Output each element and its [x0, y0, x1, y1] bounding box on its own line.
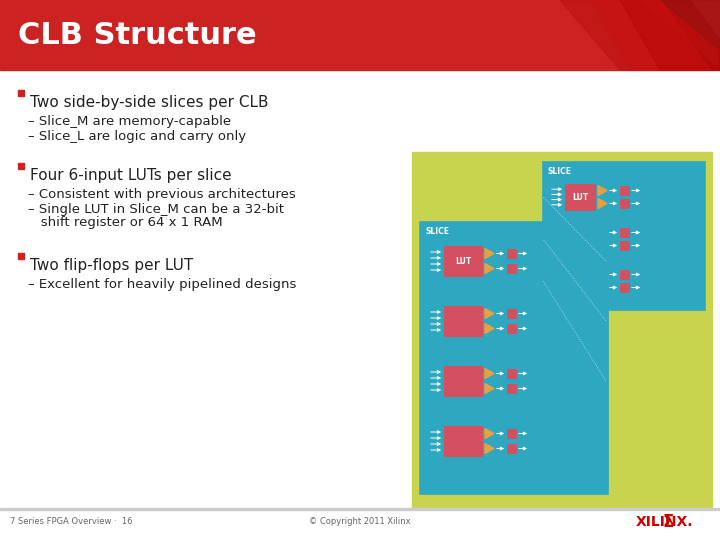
Text: CLB Structure: CLB Structure	[18, 21, 256, 50]
Text: – Single LUT in Slice_M can be a 32-bit: – Single LUT in Slice_M can be a 32-bit	[28, 203, 284, 216]
Polygon shape	[598, 269, 607, 280]
Text: – Slice_L are logic and carry only: – Slice_L are logic and carry only	[28, 130, 246, 143]
Bar	[620, 270, 629, 279]
Bar	[444, 366, 482, 396]
Text: © Copyright 2011 Xilinx: © Copyright 2011 Xilinx	[309, 517, 411, 526]
Bar	[412, 152, 712, 507]
Polygon shape	[620, 0, 720, 70]
Text: CLB: CLB	[662, 480, 704, 499]
Polygon shape	[560, 0, 720, 70]
Polygon shape	[590, 0, 710, 70]
Bar	[18, 90, 24, 96]
Bar	[444, 426, 482, 456]
Polygon shape	[598, 227, 607, 238]
Bar	[444, 246, 482, 276]
Text: XILINX.: XILINX.	[636, 515, 693, 529]
Polygon shape	[485, 383, 494, 394]
Text: LUT: LUT	[455, 256, 471, 266]
Polygon shape	[485, 308, 494, 319]
Bar	[565, 268, 595, 294]
Bar	[507, 384, 516, 393]
Bar	[420, 222, 608, 494]
Bar	[620, 186, 629, 195]
Polygon shape	[485, 443, 494, 454]
Text: – Consistent with previous architectures: – Consistent with previous architectures	[28, 188, 296, 201]
Bar	[507, 429, 516, 438]
Bar	[0, 0, 720, 70]
Bar	[507, 444, 516, 453]
Text: – Slice_M are memory-capable: – Slice_M are memory-capable	[28, 115, 231, 128]
Polygon shape	[485, 323, 494, 334]
Polygon shape	[485, 248, 494, 259]
Polygon shape	[485, 429, 494, 438]
Polygon shape	[485, 264, 494, 273]
Bar	[507, 264, 516, 273]
Bar	[565, 184, 595, 210]
Bar	[0, 508, 720, 510]
Bar	[507, 324, 516, 333]
Bar	[543, 162, 705, 310]
Bar	[620, 228, 629, 237]
Polygon shape	[598, 186, 607, 195]
Text: LUT: LUT	[572, 192, 588, 201]
Bar	[18, 163, 24, 169]
Bar	[18, 253, 24, 259]
Polygon shape	[598, 282, 607, 293]
Text: Two side-by-side slices per CLB: Two side-by-side slices per CLB	[30, 95, 269, 110]
Bar	[620, 283, 629, 292]
Bar	[444, 306, 482, 336]
Text: 7 Series FPGA Overview ·  16: 7 Series FPGA Overview · 16	[10, 517, 132, 526]
Text: Σ: Σ	[662, 513, 674, 531]
Text: shift register or 64 x 1 RAM: shift register or 64 x 1 RAM	[28, 216, 222, 229]
Polygon shape	[598, 199, 607, 208]
Text: Two flip-flops per LUT: Two flip-flops per LUT	[30, 258, 193, 273]
Text: – Excellent for heavily pipelined designs: – Excellent for heavily pipelined design…	[28, 278, 297, 291]
Bar	[620, 241, 629, 250]
Polygon shape	[598, 240, 607, 251]
Bar	[507, 309, 516, 318]
Bar	[507, 369, 516, 378]
Text: SLICE: SLICE	[548, 167, 572, 176]
Bar	[620, 199, 629, 208]
Text: Four 6-input LUTs per slice: Four 6-input LUTs per slice	[30, 168, 232, 183]
Bar	[565, 226, 595, 252]
Polygon shape	[660, 0, 720, 50]
Polygon shape	[485, 368, 494, 379]
Bar	[507, 249, 516, 258]
Text: SLICE: SLICE	[425, 227, 449, 236]
